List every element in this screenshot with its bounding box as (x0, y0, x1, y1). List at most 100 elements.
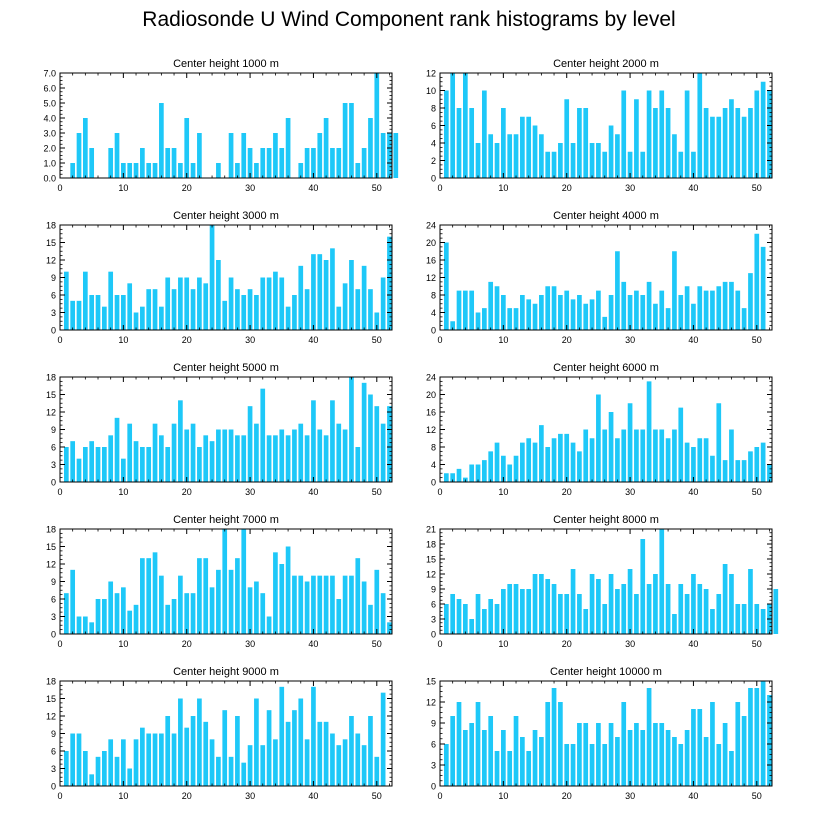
bar (545, 447, 551, 482)
bar (615, 134, 620, 178)
x-tick-label: 30 (625, 183, 635, 193)
bar (127, 610, 133, 634)
bar (336, 306, 342, 330)
bar (539, 574, 544, 634)
bar (171, 423, 177, 482)
bar (532, 730, 538, 786)
bar (63, 271, 69, 330)
bar (520, 737, 525, 786)
bar (292, 429, 297, 482)
bar (285, 721, 291, 786)
bar (273, 271, 278, 330)
bar (532, 442, 538, 482)
bar (330, 148, 335, 178)
bar (355, 163, 361, 178)
bar (279, 686, 285, 786)
bar (76, 133, 82, 178)
bar (298, 163, 304, 178)
y-tick-label: 0 (431, 478, 436, 488)
bar (285, 118, 291, 178)
bar (361, 265, 367, 330)
bar (608, 723, 614, 786)
bar (659, 429, 665, 482)
bar (577, 723, 582, 786)
bar (114, 295, 120, 330)
panel-8: Center height 8000 m 0 3 6 9 12 15 18 21 0 10 20 30 4… (426, 514, 779, 649)
bar (165, 604, 171, 634)
bar (298, 698, 304, 786)
bar (570, 569, 576, 634)
bar (450, 321, 456, 330)
bar (292, 295, 297, 330)
x-tick-label: 20 (182, 183, 192, 193)
y-tick-label: 4 (431, 460, 436, 470)
y-tick-label: 18 (426, 540, 436, 550)
x-tick-label: 20 (562, 639, 572, 649)
bar (735, 460, 741, 482)
bar (304, 739, 310, 786)
bar (184, 429, 190, 482)
bar (228, 133, 234, 178)
bar (475, 312, 481, 330)
y-tick-label: 2.0 (43, 144, 56, 154)
bar (710, 609, 715, 634)
x-tick-label: 50 (752, 335, 762, 345)
y-tick-label: 10 (426, 86, 436, 96)
y-tick-label: 15 (426, 555, 436, 565)
bar (672, 429, 677, 482)
y-tick-label: 12 (46, 256, 56, 266)
x-tick-label: 40 (688, 639, 698, 649)
y-tick-label: 6 (51, 291, 56, 301)
panel-title: Center height 9000 m (173, 666, 279, 678)
bar (526, 751, 532, 786)
bar (646, 688, 652, 786)
bar (627, 730, 633, 786)
figure-title: Radiosonde U Wind Component rank histogr… (142, 8, 676, 31)
bar (501, 589, 506, 634)
bar (222, 429, 228, 482)
bar (146, 558, 152, 634)
bar (653, 574, 658, 634)
bar (678, 407, 684, 482)
bar (178, 277, 183, 330)
bar (342, 103, 348, 178)
bar (152, 423, 158, 482)
bar (95, 756, 101, 786)
bar (615, 438, 620, 482)
y-tick-label: 12 (46, 712, 56, 722)
bar (82, 751, 88, 786)
bar (475, 464, 481, 482)
bar (317, 429, 323, 482)
bar (279, 564, 285, 634)
bar (450, 594, 456, 634)
bar (653, 108, 658, 178)
bar (342, 283, 348, 330)
y-tick-label: 8 (431, 443, 436, 453)
y-tick-label: 15 (46, 542, 56, 552)
bar (76, 733, 82, 786)
bar (684, 730, 690, 786)
bar (615, 737, 620, 786)
bar (159, 575, 164, 634)
bar (741, 116, 747, 178)
y-tick-label: 15 (46, 238, 56, 248)
bar (551, 688, 557, 786)
bar (741, 604, 747, 634)
bar (513, 584, 519, 634)
bar (469, 619, 475, 634)
bar (95, 599, 101, 634)
bar (602, 604, 608, 634)
bar (722, 564, 728, 634)
bar (469, 723, 475, 786)
bar (241, 762, 247, 786)
bar (494, 286, 500, 330)
bar (349, 260, 354, 330)
bar (608, 125, 614, 178)
bar (336, 423, 342, 482)
bar (216, 163, 221, 178)
bar (760, 609, 766, 634)
bar (197, 447, 202, 482)
bar (760, 246, 766, 330)
bar (247, 587, 253, 634)
bar (456, 108, 462, 178)
